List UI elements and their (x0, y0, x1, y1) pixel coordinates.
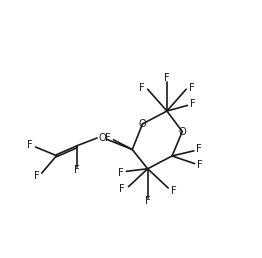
Text: F: F (119, 183, 125, 194)
Text: O: O (139, 119, 146, 129)
Text: F: F (145, 196, 151, 206)
Text: F: F (164, 73, 170, 83)
Text: F: F (197, 160, 203, 171)
Text: F: F (139, 83, 145, 93)
Text: O: O (99, 133, 106, 143)
Text: F: F (118, 168, 124, 178)
Text: F: F (196, 144, 202, 154)
Text: F: F (27, 140, 32, 150)
Text: F: F (105, 133, 111, 143)
Text: F: F (74, 165, 80, 175)
Text: F: F (34, 171, 39, 181)
Text: O: O (178, 127, 186, 136)
Text: F: F (189, 83, 194, 93)
Text: F: F (171, 186, 177, 196)
Text: F: F (189, 99, 195, 109)
